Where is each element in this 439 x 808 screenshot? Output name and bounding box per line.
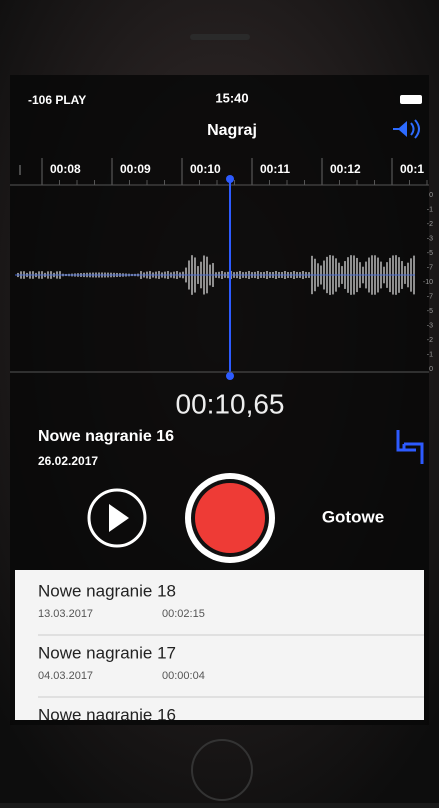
meter-label: -1 <box>427 351 433 358</box>
item-duration: 00:02:15 <box>162 608 205 620</box>
phone-screen: -106 PLAY 15:40 Nagraj 00:0800:0900:1000… <box>0 0 439 803</box>
playhead-top <box>226 175 234 183</box>
meter-label: -3 <box>427 322 433 329</box>
timeline-label: 00:10 <box>190 162 221 176</box>
meter-label: -2 <box>427 221 433 228</box>
item-name[interactable]: Nowe nagranie 17 <box>38 643 176 662</box>
battery <box>400 95 422 104</box>
record-button[interactable] <box>195 483 265 553</box>
meter-label: -5 <box>427 308 433 315</box>
meter-label: 0 <box>429 192 433 199</box>
clock: 15:40 <box>215 90 248 105</box>
speaker <box>190 34 250 40</box>
meter-label: -2 <box>427 337 433 344</box>
title: Nagraj <box>207 122 257 139</box>
timeline-label: 00:1 <box>400 162 424 176</box>
meter-label: -1 <box>427 206 433 213</box>
item-duration: 00:00:04 <box>162 670 205 682</box>
item-date: 13.03.2017 <box>38 608 93 620</box>
meter-label: -10 <box>423 279 433 286</box>
item-name[interactable]: Nowe nagranie 18 <box>38 581 176 600</box>
timeline-label: 00:12 <box>330 162 361 176</box>
meter-label: -7 <box>427 264 433 271</box>
done-button[interactable]: Gotowe <box>322 507 384 526</box>
meter-label: -7 <box>427 293 433 300</box>
item-date: 04.03.2017 <box>38 670 93 682</box>
recording-name: Nowe nagranie 16 <box>38 428 174 445</box>
meter-label: -5 <box>427 250 433 257</box>
timeline-label: 00:08 <box>50 162 81 176</box>
elapsed-time: 00:10,65 <box>176 388 285 419</box>
page: -106 PLAY 15:40 Nagraj 00:0800:0900:1000… <box>0 0 439 803</box>
meter-label: -3 <box>427 235 433 242</box>
timeline-label: 00:11 <box>260 162 290 176</box>
recording-date: 26.02.2017 <box>38 454 98 468</box>
timeline-label: 00:09 <box>120 162 151 176</box>
carrier: -106 PLAY <box>28 93 86 107</box>
meter-label: 0 <box>429 366 433 373</box>
playhead-bottom <box>226 372 234 380</box>
